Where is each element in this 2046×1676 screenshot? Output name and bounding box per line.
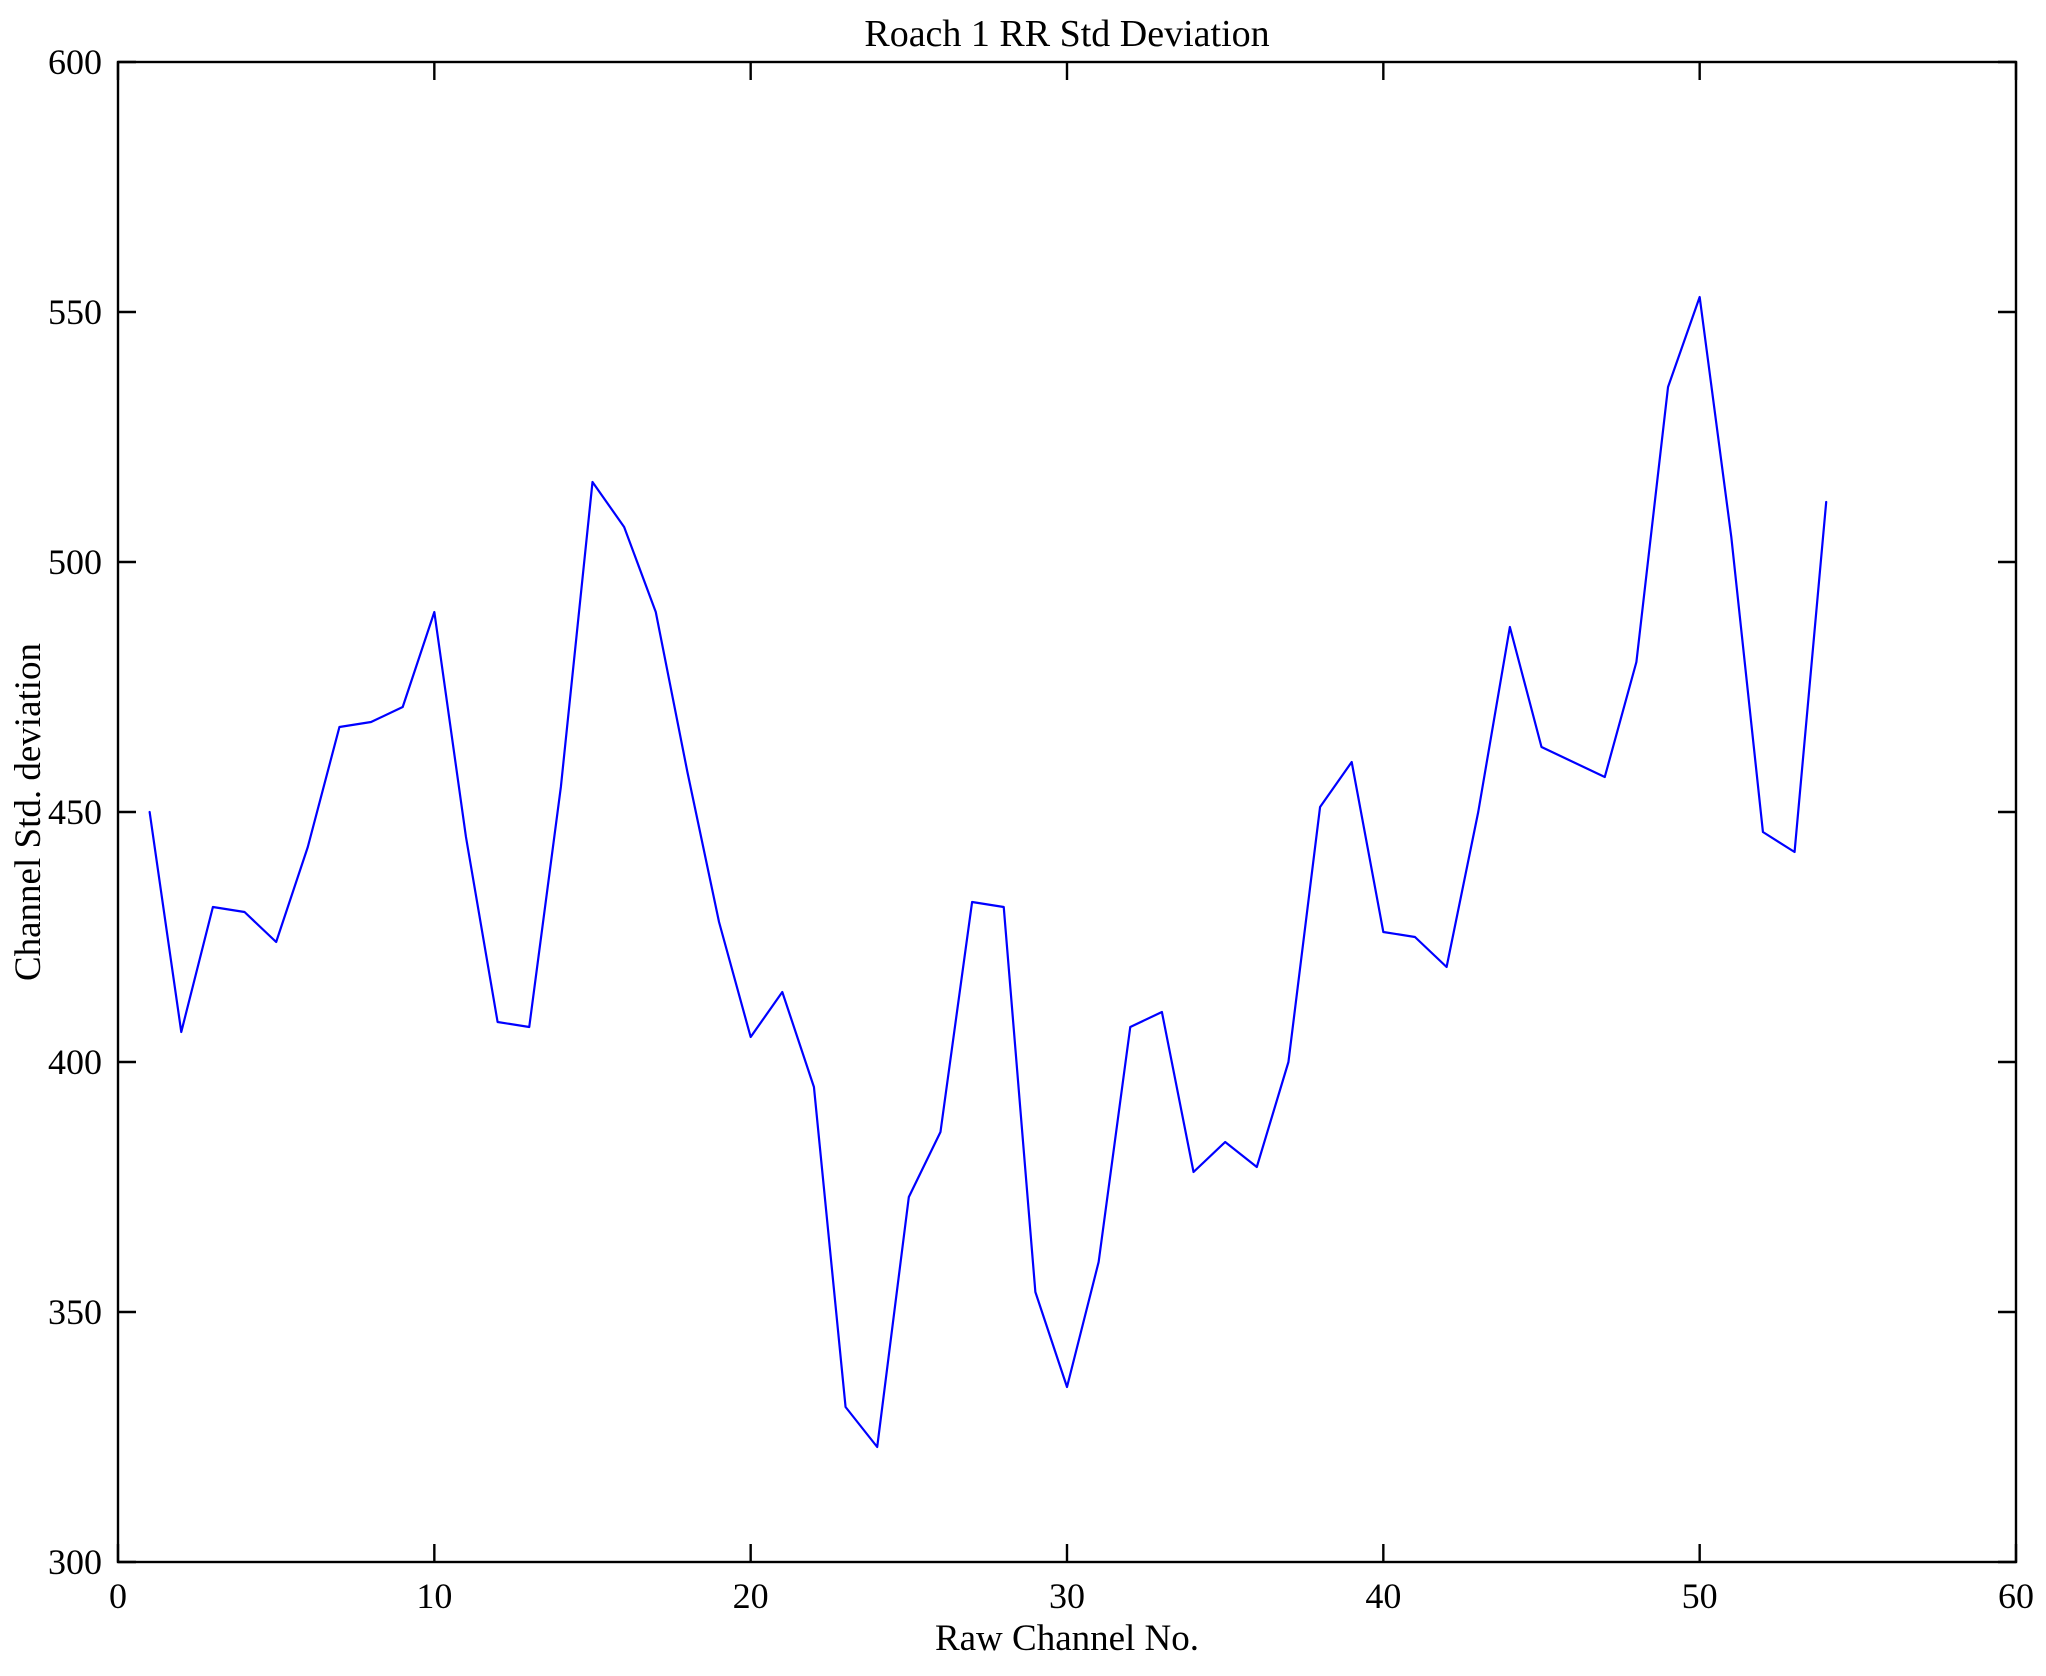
x-tick-label: 60	[1998, 1576, 2034, 1616]
x-tick-label: 10	[416, 1576, 452, 1616]
x-tick-label: 0	[109, 1576, 127, 1616]
tick-marks	[116, 60, 2018, 1564]
x-tick-label: 50	[1682, 1576, 1718, 1616]
y-tick-label: 300	[48, 1542, 102, 1582]
y-axis-label: Channel Std. deviation	[8, 643, 49, 981]
tick-labels: 0 10 20 30 40 50 60 300 350 400 450 500 550 600	[48, 42, 2034, 1616]
series-line	[148, 295, 1828, 1449]
data-series	[148, 295, 1828, 1449]
chart-title: Roach 1 RR Std Deviation	[864, 13, 1269, 55]
y-tick-label: 550	[48, 292, 102, 332]
y-tick-label: 450	[48, 792, 102, 832]
y-tick-label: 600	[48, 42, 102, 82]
y-tick-label: 400	[48, 1042, 102, 1082]
x-tick-label: 30	[1049, 1576, 1085, 1616]
axes-box	[116, 60, 2018, 1564]
y-tick-label: 350	[48, 1292, 102, 1332]
x-tick-label: 40	[1365, 1576, 1401, 1616]
y-tick-label: 500	[48, 542, 102, 582]
x-tick-label: 20	[733, 1576, 769, 1616]
x-axis-label: Raw Channel No.	[935, 1618, 1199, 1659]
plot-frame	[116, 60, 2018, 1564]
